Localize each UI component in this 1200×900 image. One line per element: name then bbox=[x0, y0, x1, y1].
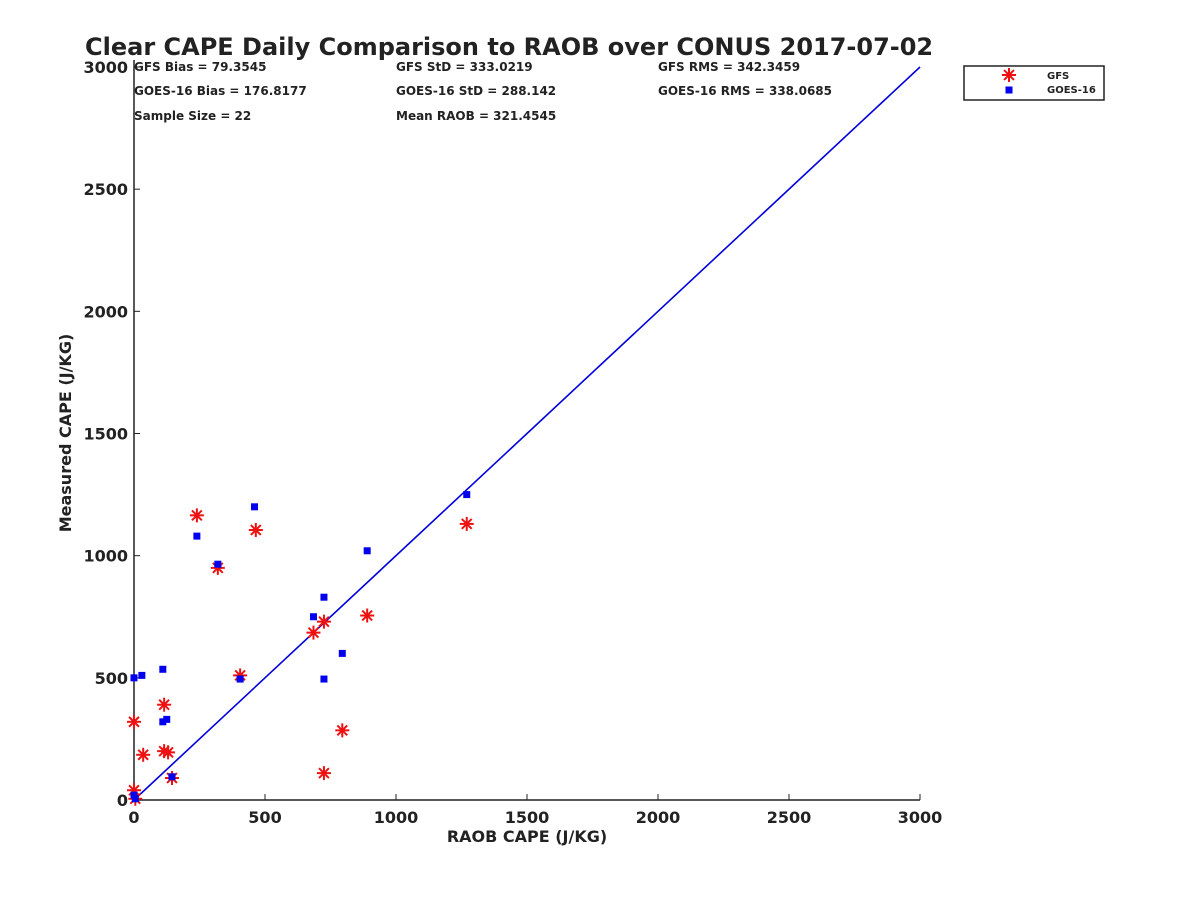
gfs-point-16 bbox=[360, 608, 375, 623]
x-tick-label-3: 1500 bbox=[505, 808, 550, 827]
goes16-point-4 bbox=[159, 665, 167, 673]
gfs-bias-text: GFS Bias = 79.3545 bbox=[134, 60, 266, 74]
one-to-one-line bbox=[133, 66, 921, 801]
gfs-point-14 bbox=[316, 766, 331, 781]
goes16-point-3 bbox=[138, 671, 146, 679]
gfs-point-11 bbox=[248, 523, 263, 538]
goes16-point-12 bbox=[309, 613, 317, 621]
goes-rms-text: GOES-16 RMS = 338.0685 bbox=[658, 84, 832, 98]
x-tick-label-2: 1000 bbox=[374, 808, 419, 827]
goes16-point-2 bbox=[131, 795, 139, 803]
y-tick-label-3: 1500 bbox=[83, 425, 128, 444]
gfs-point-4 bbox=[157, 697, 172, 712]
legend-goes16-marker bbox=[1005, 86, 1013, 94]
goes16-point-16 bbox=[363, 547, 371, 555]
goes16-point-8 bbox=[193, 532, 201, 540]
sample-size-text: Sample Size = 22 bbox=[134, 109, 251, 123]
gfs-rms-text: GFS RMS = 342.3459 bbox=[658, 60, 800, 74]
goes16-point-10 bbox=[236, 675, 244, 683]
goes16-point-9 bbox=[214, 560, 222, 568]
x-tick-label-1: 500 bbox=[248, 808, 281, 827]
legend-gfs-label: GFS bbox=[1047, 71, 1069, 82]
goes16-point-13 bbox=[320, 593, 328, 601]
goes16-point-5 bbox=[159, 718, 167, 726]
gfs-point-8 bbox=[189, 508, 204, 523]
goes16-point-6 bbox=[163, 715, 171, 723]
gfs-point-3 bbox=[136, 747, 151, 762]
gfs-point-0 bbox=[127, 714, 141, 729]
legend-gfs-marker bbox=[1002, 68, 1016, 82]
goes16-point-14 bbox=[320, 675, 328, 683]
legend: GFS GOES-16 bbox=[963, 65, 1105, 101]
y-axis-label: Measured CAPE (J/KG) bbox=[56, 334, 75, 533]
x-tick-label-0: 0 bbox=[128, 808, 139, 827]
legend-gfs-symbol bbox=[1002, 68, 1016, 82]
x-tick-label-5: 2500 bbox=[767, 808, 812, 827]
goes16-point-11 bbox=[251, 503, 259, 511]
x-tick-label-6: 3000 bbox=[898, 808, 943, 827]
x-axis-label: RAOB CAPE (J/KG) bbox=[447, 827, 607, 846]
y-tick-label-0: 0 bbox=[117, 791, 128, 810]
mean-raob-text: Mean RAOB = 321.4545 bbox=[396, 109, 556, 123]
x-tick-label-4: 2000 bbox=[636, 808, 681, 827]
y-tick-label-2: 1000 bbox=[83, 547, 128, 566]
legend-box bbox=[963, 65, 1105, 101]
gfs-point-6 bbox=[161, 745, 176, 760]
gfs-point-12 bbox=[306, 625, 321, 640]
goes-bias-text: GOES-16 Bias = 176.8177 bbox=[134, 84, 307, 98]
goes16-point-17 bbox=[463, 491, 471, 499]
goes16-point-0 bbox=[130, 674, 138, 682]
gfs-point-13 bbox=[316, 614, 331, 629]
legend-goes16-label: GOES-16 bbox=[1047, 85, 1096, 96]
gfs-point-17 bbox=[459, 516, 474, 531]
goes16-point-15 bbox=[338, 649, 346, 657]
gfs-point-15 bbox=[335, 723, 350, 738]
y-tick-label-6: 3000 bbox=[83, 58, 128, 77]
goes16-point-1 bbox=[130, 791, 138, 799]
y-tick-label-5: 2500 bbox=[83, 180, 128, 199]
y-tick-label-1: 500 bbox=[95, 669, 128, 688]
y-tick-label-4: 2000 bbox=[83, 302, 128, 321]
plot-area: 0 500 1000 1500 2000 2500 3000 0 500 1000 1500 2000… bbox=[83, 58, 942, 827]
goes-std-text: GOES-16 StD = 288.142 bbox=[396, 84, 556, 98]
chart-title: Clear CAPE Daily Comparison to RAOB over… bbox=[85, 33, 933, 61]
legend-goes16-symbol bbox=[1005, 86, 1013, 94]
gfs-std-text: GFS StD = 333.0219 bbox=[396, 60, 533, 74]
goes16-point-7 bbox=[168, 773, 176, 781]
